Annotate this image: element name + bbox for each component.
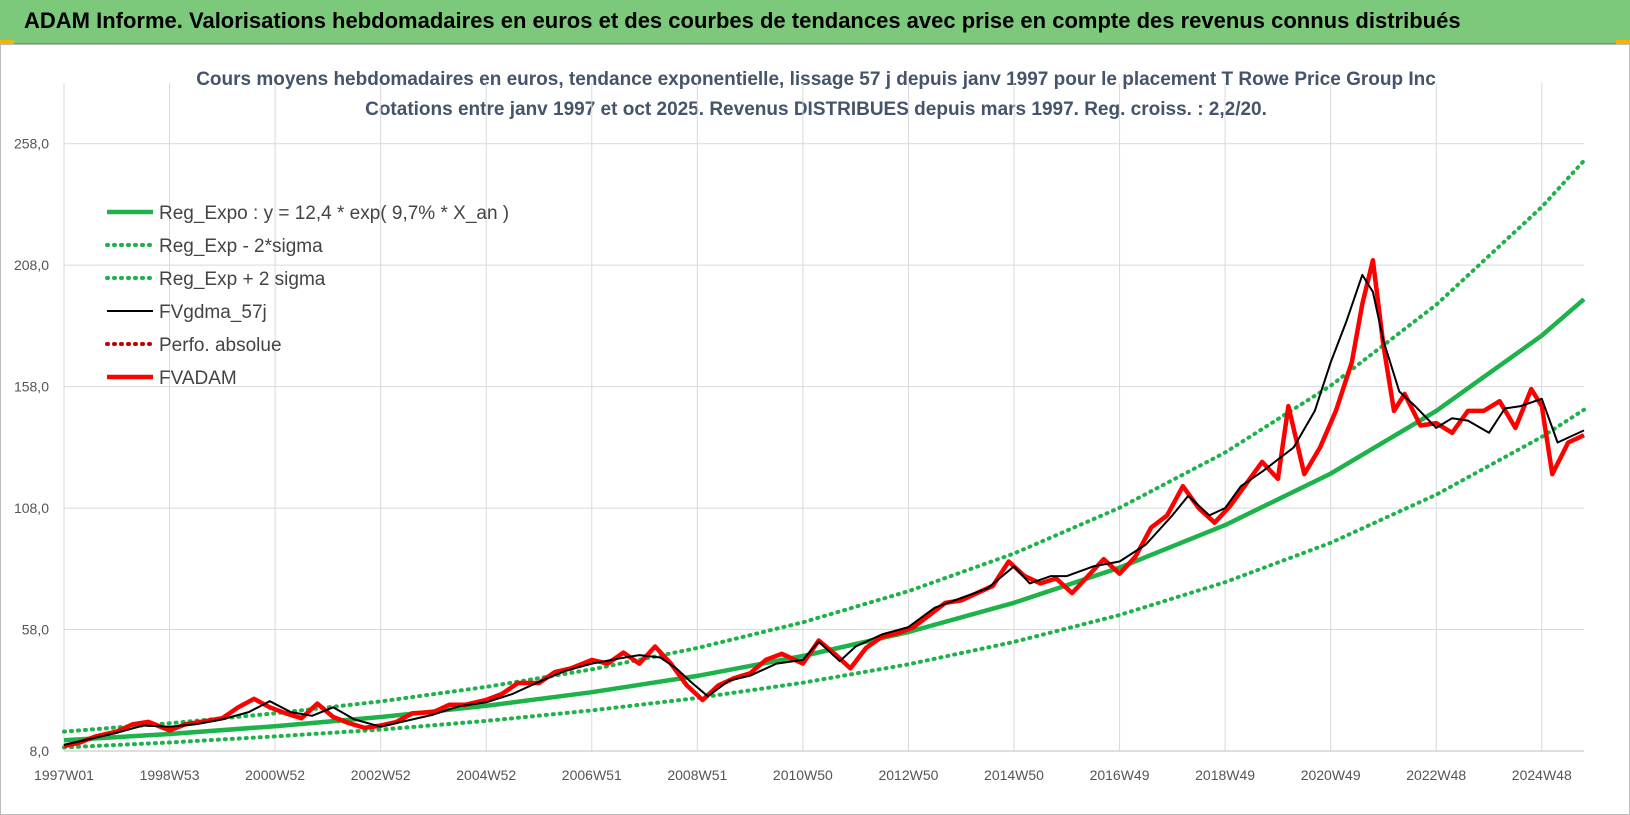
legend-label: Reg_Exp + 2 sigma [159, 269, 326, 290]
chart-area: Cours moyens hebdomadaires en euros, ten… [0, 44, 1630, 815]
chart-title-line-2: Cotations entre janv 1997 et oct 2025. R… [365, 99, 1267, 120]
y-tick-label: 258,0 [14, 136, 49, 152]
line-chart: 258,0 208,0 158,0 108,0 58,0 8,0 1997W01 1998W5… [14, 83, 1586, 783]
series-line-reg-expo-y-12-4-exp-9-7-x-an [63, 297, 1586, 743]
y-tick-label: 8,0 [30, 743, 50, 759]
x-tick-label: 2014W50 [984, 767, 1044, 783]
series-line-reg-exp-2-sigma [62, 407, 1586, 750]
banner-corner-right [1616, 40, 1630, 45]
axis-labels: 258,0 208,0 158,0 108,0 58,0 8,0 1997W01 1998W5… [14, 136, 1572, 783]
y-tick-label: 158,0 [14, 379, 49, 395]
x-tick-label: 2006W51 [562, 767, 622, 783]
x-tick-label: 2024W48 [1512, 767, 1572, 783]
x-tick-label: 2016W49 [1090, 767, 1150, 783]
legend-label: Perfo. absolue [159, 335, 282, 356]
x-tick-label: 2004W52 [456, 767, 516, 783]
legend-label: FVADAM [159, 368, 237, 389]
y-tick-label: 208,0 [14, 257, 49, 273]
x-tick-label: 2002W52 [351, 767, 411, 783]
x-tick-label: 1998W53 [140, 767, 200, 783]
x-tick-label: 2022W48 [1406, 767, 1466, 783]
x-tick-label: 2020W49 [1301, 767, 1361, 783]
banner-corner-left [0, 40, 14, 45]
x-tick-label: 2018W49 [1195, 767, 1255, 783]
x-tick-label: 2000W52 [245, 767, 305, 783]
legend-label: Reg_Expo : y = 12,4 * exp( 9,7% * X_an ) [159, 203, 509, 224]
x-tick-label: 2008W51 [667, 767, 727, 783]
x-tick-label: 1997W01 [34, 767, 94, 783]
series-lines [62, 158, 1586, 750]
x-tick-label: 2010W50 [773, 767, 833, 783]
chart-title-line-1: Cours moyens hebdomadaires en euros, ten… [196, 69, 1436, 90]
x-tick-label: 2012W50 [878, 767, 938, 783]
report-banner: ADAM Informe. Valorisations hebdomadaire… [0, 0, 1630, 44]
y-tick-label: 58,0 [22, 622, 49, 638]
series-line-fvgdma-57j [63, 273, 1585, 746]
legend-label: Reg_Exp - 2*sigma [159, 236, 323, 257]
legend-label: FVgdma_57j [159, 302, 267, 323]
series-line-fvadam [63, 258, 1585, 749]
legend: Reg_Expo : y = 12,4 * exp( 9,7% * X_an )… [105, 203, 509, 389]
report-title: ADAM Informe. Valorisations hebdomadaire… [24, 8, 1461, 33]
y-tick-label: 108,0 [14, 500, 49, 516]
